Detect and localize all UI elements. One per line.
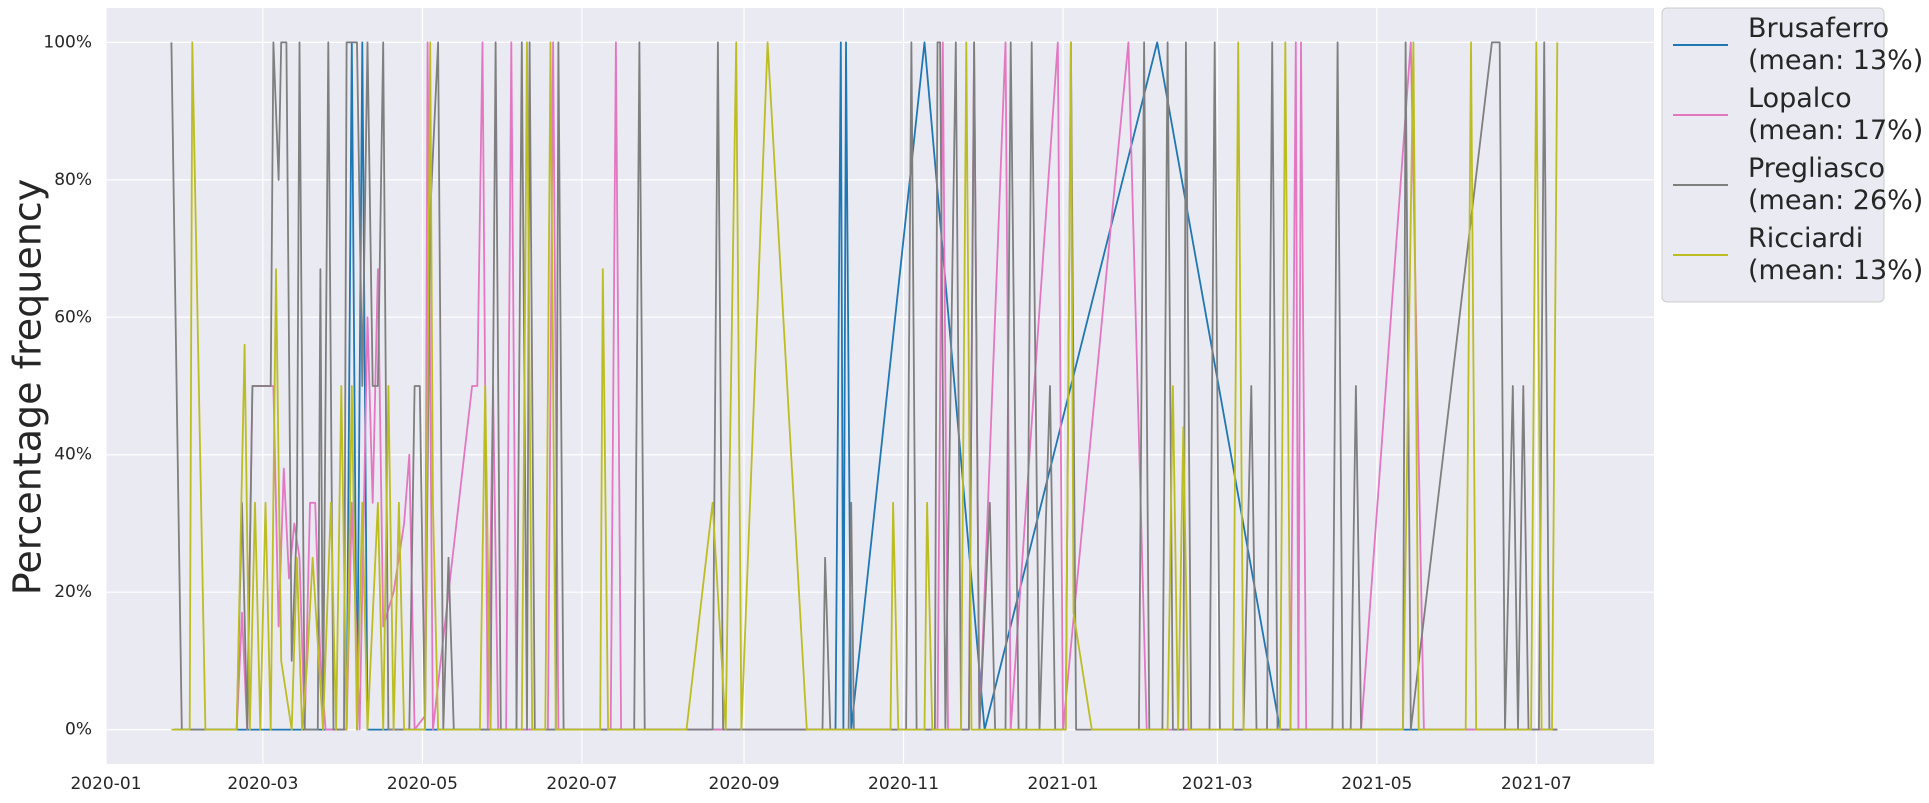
legend: Brusaferro (mean: 13%) Lopalco (mean: 17%) P… xyxy=(1661,7,1923,303)
y-tick-label: 20% xyxy=(54,582,92,602)
x-tick-labels: 2020-01 2020-03 2020-05 2020-07 2020-09 2020-… xyxy=(70,774,1571,794)
legend-label-brusaferro: Brusaferro (mean: 13%) xyxy=(1748,13,1923,76)
x-tick-label: 2020-05 xyxy=(387,774,458,794)
legend-label-ricciardi: Ricciardi (mean: 13%) xyxy=(1748,223,1923,286)
x-tick-label: 2021-03 xyxy=(1182,774,1253,794)
series-lines xyxy=(170,41,1559,731)
legend-frame xyxy=(1661,7,1885,303)
series-line-brusaferro xyxy=(174,41,1558,731)
x-tick-label: 2020-09 xyxy=(709,774,780,794)
x-tick-label: 2020-07 xyxy=(546,774,617,794)
y-tick-labels: 0% 20% 40% 60% 80% 100% xyxy=(43,32,92,739)
y-tick-label: 0% xyxy=(65,720,92,740)
legend-label-lopalco: Lopalco (mean: 17%) xyxy=(1748,83,1923,146)
y-tick-label: 80% xyxy=(54,170,92,190)
x-tick-label: 2021-05 xyxy=(1341,774,1412,794)
y-tick-label: 60% xyxy=(54,307,92,327)
y-tick-label: 100% xyxy=(43,32,92,52)
series-line-pregliasco xyxy=(170,41,1558,731)
x-tick-label: 2020-01 xyxy=(70,774,141,794)
y-axis-label: Percentage frequency xyxy=(6,179,50,595)
legend-label-pregliasco: Pregliasco (mean: 26%) xyxy=(1748,153,1923,216)
series-line-ricciardi xyxy=(171,41,1559,731)
x-tick-label: 2021-01 xyxy=(1028,774,1099,794)
x-tick-label: 2020-03 xyxy=(227,774,298,794)
y-tick-label: 40% xyxy=(54,445,92,465)
x-tick-label: 2020-11 xyxy=(868,774,939,794)
x-tick-label: 2021-07 xyxy=(1501,774,1572,794)
